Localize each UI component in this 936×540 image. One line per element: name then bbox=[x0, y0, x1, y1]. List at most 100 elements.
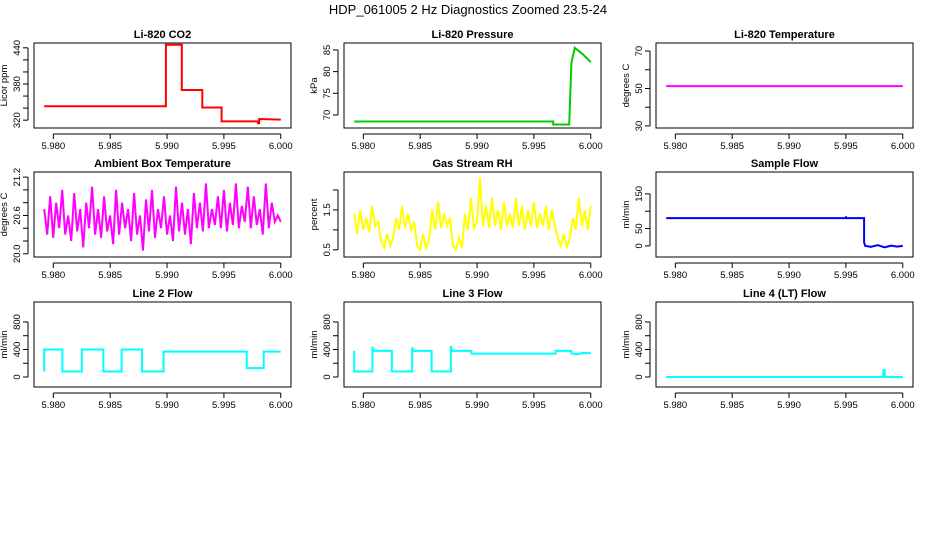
x-tick-label: 5.985 bbox=[98, 270, 122, 281]
panel-title: Li-820 Temperature bbox=[734, 29, 835, 41]
y-axis-label: ml/min bbox=[0, 331, 10, 359]
panel-5: Gas Stream RH 5.980 5.985 5.990 5.995 6.000 0.… bbox=[309, 158, 603, 281]
y-axis-label: kPa bbox=[309, 77, 320, 94]
y-tick-label: 0 bbox=[634, 374, 645, 379]
panel-8: Line 3 Flow 5.980 5.985 5.990 5.995 6.000 0 400… bbox=[309, 288, 603, 411]
y-axis-label: Licor ppm bbox=[0, 65, 10, 107]
x-tick-label: 5.990 bbox=[465, 400, 489, 411]
panel-1: Li-820 CO2 5.980 5.985 5.990 5.995 6.000 320 38… bbox=[0, 29, 293, 152]
x-tick-label: 5.980 bbox=[351, 400, 375, 411]
x-tick-label: 5.990 bbox=[155, 270, 179, 281]
x-tick-label: 6.000 bbox=[579, 400, 603, 411]
x-tick-label: 5.995 bbox=[834, 400, 858, 411]
panel-title: Sample Flow bbox=[751, 158, 819, 170]
y-tick-label: 400 bbox=[12, 342, 23, 358]
y-tick-label: 320 bbox=[12, 112, 23, 128]
y-tick-label: 440 bbox=[12, 40, 23, 56]
x-tick-label: 6.000 bbox=[269, 400, 293, 411]
panel-title: Li-820 CO2 bbox=[134, 29, 191, 41]
plot-box bbox=[655, 301, 914, 388]
x-tick-label: 5.995 bbox=[522, 141, 546, 152]
series-line bbox=[353, 177, 592, 253]
x-tick-label: 5.985 bbox=[408, 400, 432, 411]
x-tick-label: 5.985 bbox=[408, 270, 432, 281]
x-tick-label: 5.995 bbox=[522, 270, 546, 281]
panel-9: Line 4 (LT) Flow 5.980 5.985 5.990 5.995 6.00… bbox=[621, 288, 915, 411]
panel-title: Gas Stream RH bbox=[432, 158, 512, 170]
y-tick-label: 150 bbox=[634, 186, 645, 202]
y-axis-label: percent bbox=[309, 198, 320, 230]
x-tick-label: 6.000 bbox=[891, 141, 915, 152]
plot-box bbox=[343, 171, 602, 258]
x-tick-label: 5.990 bbox=[155, 400, 179, 411]
x-tick-label: 5.990 bbox=[777, 400, 801, 411]
plot-box bbox=[655, 42, 914, 129]
x-tick-label: 5.980 bbox=[351, 141, 375, 152]
x-tick-label: 5.980 bbox=[663, 141, 687, 152]
y-tick-label: 75 bbox=[322, 88, 333, 99]
y-tick-label: 0 bbox=[634, 243, 645, 248]
x-tick-label: 5.995 bbox=[212, 141, 236, 152]
x-tick-label: 5.990 bbox=[777, 141, 801, 152]
y-tick-label: 0 bbox=[322, 374, 333, 379]
y-tick-label: 800 bbox=[322, 314, 333, 330]
y-axis-label: ml/min bbox=[621, 201, 632, 229]
panel-4: Ambient Box Temperature 5.980 5.985 5.990 5.… bbox=[0, 158, 293, 281]
y-tick-label: 80 bbox=[322, 66, 333, 77]
x-tick-label: 5.990 bbox=[777, 270, 801, 281]
series-line bbox=[666, 216, 903, 249]
series-line bbox=[43, 348, 281, 373]
figure-title: HDP_061005 2 Hz Diagnostics Zoomed 23.5-… bbox=[329, 2, 607, 17]
panel-3: Li-820 Temperature 5.980 5.985 5.990 5.995 6.… bbox=[621, 29, 915, 152]
series-line bbox=[666, 369, 903, 378]
y-tick-label: 400 bbox=[634, 342, 645, 358]
y-tick-label: 50 bbox=[634, 83, 645, 94]
x-tick-label: 5.995 bbox=[212, 400, 236, 411]
y-axis-label: ml/min bbox=[621, 331, 632, 359]
x-tick-label: 5.980 bbox=[351, 270, 375, 281]
x-tick-label: 5.990 bbox=[155, 141, 179, 152]
panel-2: Li-820 Pressure 5.980 5.985 5.990 5.995 6.000… bbox=[309, 29, 603, 152]
y-tick-label: 800 bbox=[12, 314, 23, 330]
x-tick-label: 5.985 bbox=[720, 141, 744, 152]
x-tick-label: 5.995 bbox=[522, 400, 546, 411]
x-tick-label: 5.980 bbox=[663, 400, 687, 411]
plot-box bbox=[33, 42, 292, 129]
y-axis-label: degrees C bbox=[0, 192, 10, 236]
panel-title: Li-820 Pressure bbox=[432, 29, 514, 41]
panel-title: Line 2 Flow bbox=[133, 288, 193, 300]
y-tick-label: 800 bbox=[634, 314, 645, 330]
y-axis-label: degrees C bbox=[621, 63, 632, 107]
y-tick-label: 20.6 bbox=[12, 206, 23, 225]
y-tick-label: 30 bbox=[634, 121, 645, 132]
x-tick-label: 5.980 bbox=[41, 141, 65, 152]
x-tick-label: 6.000 bbox=[579, 270, 603, 281]
y-tick-label: 85 bbox=[322, 45, 333, 56]
x-tick-label: 6.000 bbox=[269, 141, 293, 152]
series-line bbox=[43, 183, 282, 251]
y-axis-label: ml/min bbox=[309, 331, 320, 359]
y-tick-label: 0.5 bbox=[322, 243, 333, 256]
plot-box bbox=[655, 171, 914, 258]
plot-box bbox=[343, 42, 602, 129]
series-line bbox=[354, 46, 592, 126]
x-tick-label: 5.980 bbox=[663, 270, 687, 281]
y-tick-label: 400 bbox=[322, 342, 333, 358]
x-tick-label: 6.000 bbox=[891, 270, 915, 281]
y-tick-label: 70 bbox=[322, 110, 333, 121]
plot-box bbox=[33, 301, 292, 388]
x-tick-label: 5.995 bbox=[834, 141, 858, 152]
x-tick-label: 5.995 bbox=[212, 270, 236, 281]
x-tick-label: 6.000 bbox=[891, 400, 915, 411]
series-line bbox=[353, 345, 591, 373]
x-tick-label: 5.995 bbox=[834, 270, 858, 281]
y-tick-label: 0 bbox=[12, 374, 23, 379]
y-tick-label: 50 bbox=[634, 223, 645, 234]
x-tick-label: 5.990 bbox=[465, 270, 489, 281]
x-tick-label: 5.985 bbox=[720, 270, 744, 281]
panel-title: Ambient Box Temperature bbox=[94, 158, 231, 170]
y-tick-label: 70 bbox=[634, 46, 645, 57]
panel-6: Sample Flow 5.980 5.985 5.990 5.995 6.000 0 50 1… bbox=[621, 158, 915, 281]
y-tick-label: 1.5 bbox=[322, 203, 333, 216]
